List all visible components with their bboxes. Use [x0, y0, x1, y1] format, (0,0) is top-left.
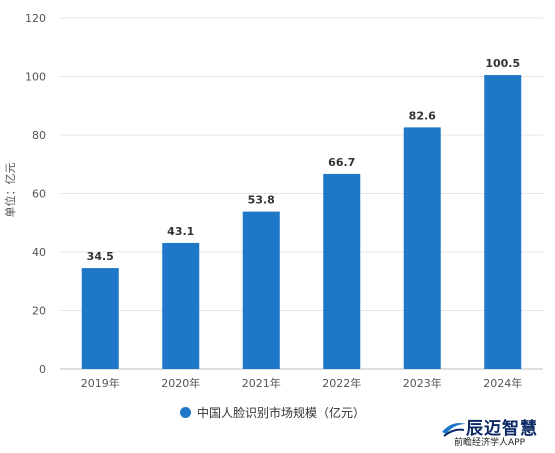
y-axis-ticks: 0 20 40 60 80 100 120 — [25, 12, 46, 376]
bar — [403, 127, 441, 370]
bar — [162, 242, 200, 369]
data-label: 82.6 — [409, 109, 436, 122]
y-axis-label: 单位：亿元 — [3, 163, 17, 218]
data-label: 53.8 — [248, 194, 275, 207]
y-tick-label: 20 — [32, 305, 46, 318]
bar — [484, 75, 522, 369]
x-tick-label: 2023年 — [403, 376, 442, 390]
brand-logo: 辰迈智慧 前瞻经济学人APP — [440, 412, 552, 450]
bar — [242, 211, 280, 369]
bar-chart: 0 20 40 60 80 100 120 34.5 43.1 53.8 66.7 82.6 100.… — [3, 12, 543, 390]
swoosh-icon — [442, 423, 466, 437]
data-label: 43.1 — [167, 225, 194, 238]
data-labels: 34.5 43.1 53.8 66.7 82.6 100.5 — [87, 57, 520, 263]
bars — [81, 75, 522, 370]
bar — [81, 268, 119, 369]
data-label: 66.7 — [328, 156, 355, 169]
x-tick-label: 2024年 — [483, 376, 522, 390]
bar — [323, 173, 361, 369]
y-tick-label: 80 — [32, 129, 46, 142]
logo-url: 前瞻经济学人APP — [454, 438, 526, 448]
y-tick-label: 60 — [32, 188, 46, 201]
legend-label: 中国人脸识别市场规模（亿元） — [197, 406, 366, 420]
y-tick-label: 100 — [25, 71, 46, 84]
x-tick-label: 2021年 — [242, 376, 281, 390]
x-tick-label: 2019年 — [81, 376, 120, 390]
logo-name: 辰迈智慧 — [466, 419, 538, 439]
legend: 中国人脸识别市场规模（亿元） — [180, 404, 365, 421]
x-axis-ticks: 2019年 2020年 2021年 2022年 2023年 2024年 — [81, 376, 523, 390]
data-label: 100.5 — [485, 57, 520, 70]
y-tick-label: 120 — [25, 12, 46, 25]
legend-swatch — [180, 407, 191, 418]
y-tick-label: 40 — [32, 246, 46, 259]
x-tick-label: 2020年 — [161, 376, 200, 390]
data-label: 34.5 — [87, 250, 114, 263]
gridlines — [60, 17, 543, 370]
y-tick-label: 0 — [39, 363, 46, 376]
x-tick-label: 2022年 — [322, 376, 361, 390]
